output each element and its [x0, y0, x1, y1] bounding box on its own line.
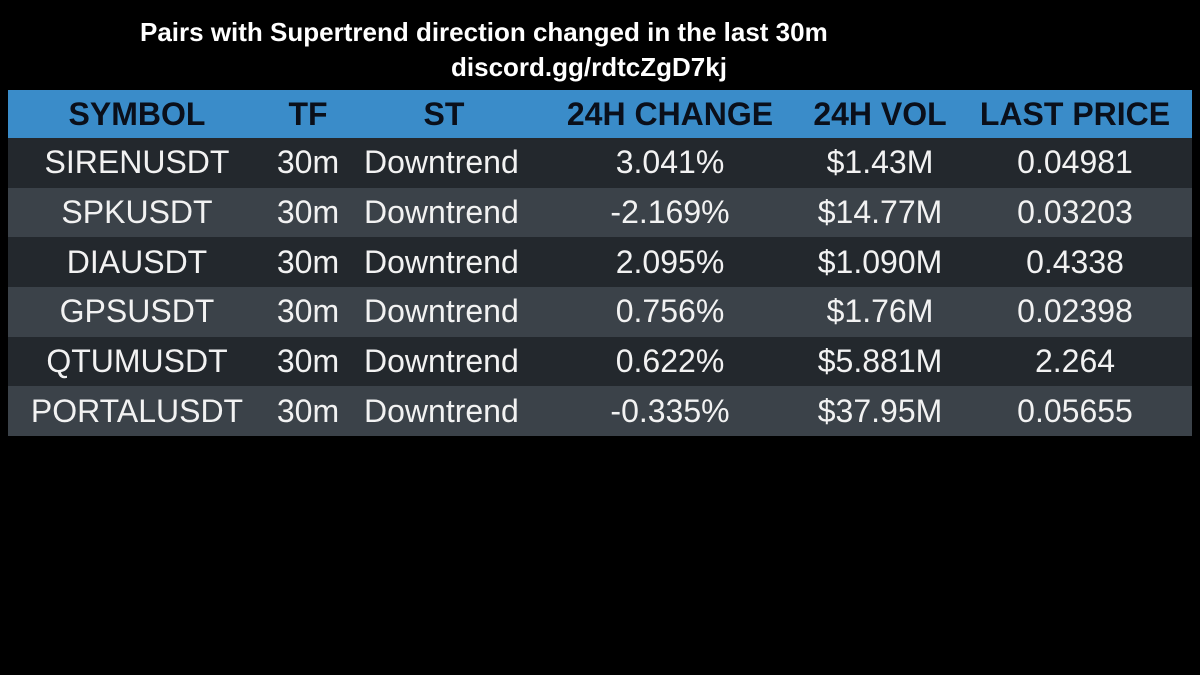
change-cell: 0.622%: [538, 336, 802, 387]
volume-cell: $1.43M: [802, 138, 958, 188]
price-cell: 0.4338: [958, 237, 1192, 288]
price-cell: 2.264: [958, 336, 1192, 387]
table-row: SIRENUSDT 30m Downtrend 3.041% $1.43M 0.…: [8, 138, 1192, 188]
symbol-cell: PORTALUSDT: [8, 386, 266, 437]
supertrend-cell: Downtrend: [350, 237, 538, 288]
column-header-24h-change: 24H CHANGE: [538, 90, 802, 138]
column-header-tf: TF: [266, 90, 350, 138]
symbol-cell: SPKUSDT: [8, 187, 266, 238]
table-row: SPKUSDT 30m Downtrend -2.169% $14.77M 0.…: [8, 187, 1192, 238]
price-cell: 0.03203: [958, 187, 1192, 238]
symbol-cell: GPSUSDT: [8, 287, 266, 337]
symbol-cell: DIAUSDT: [8, 237, 266, 288]
timeframe-cell: 30m: [266, 237, 350, 288]
timeframe-cell: 30m: [266, 187, 350, 238]
table-row: QTUMUSDT 30m Downtrend 0.622% $5.881M 2.…: [8, 336, 1192, 387]
timeframe-cell: 30m: [266, 287, 350, 337]
supertrend-cell: Downtrend: [350, 187, 538, 238]
price-cell: 0.04981: [958, 138, 1192, 188]
change-cell: -0.335%: [538, 386, 802, 437]
table-header-row: SYMBOL TF ST 24H CHANGE 24H VOL LAST PRI…: [8, 90, 1192, 138]
price-cell: 0.02398: [958, 287, 1192, 337]
column-header-symbol: SYMBOL: [8, 90, 266, 138]
volume-cell: $1.090M: [802, 237, 958, 288]
symbol-cell: SIRENUSDT: [8, 138, 266, 188]
supertrend-cell: Downtrend: [350, 287, 538, 337]
table-row: PORTALUSDT 30m Downtrend -0.335% $37.95M…: [8, 386, 1192, 437]
timeframe-cell: 30m: [266, 386, 350, 437]
change-cell: 0.756%: [538, 287, 802, 337]
page-title: Pairs with Supertrend direction changed …: [140, 17, 828, 47]
pairs-table: SYMBOL TF ST 24H CHANGE 24H VOL LAST PRI…: [8, 90, 1192, 437]
table-row: DIAUSDT 30m Downtrend 2.095% $1.090M 0.4…: [8, 237, 1192, 288]
supertrend-cell: Downtrend: [350, 138, 538, 188]
volume-cell: $5.881M: [802, 336, 958, 387]
supertrend-cell: Downtrend: [350, 386, 538, 437]
change-cell: -2.169%: [538, 187, 802, 238]
column-header-last-price: LAST PRICE: [958, 90, 1192, 138]
supertrend-cell: Downtrend: [350, 336, 538, 387]
price-cell: 0.05655: [958, 386, 1192, 437]
timeframe-cell: 30m: [266, 336, 350, 387]
change-cell: 2.095%: [538, 237, 802, 288]
timeframe-cell: 30m: [266, 138, 350, 188]
volume-cell: $37.95M: [802, 386, 958, 437]
discord-link[interactable]: discord.gg/rdtcZgD7kj: [451, 52, 727, 82]
table-row: GPSUSDT 30m Downtrend 0.756% $1.76M 0.02…: [8, 287, 1192, 337]
change-cell: 3.041%: [538, 138, 802, 188]
column-header-24h-vol: 24H VOL: [802, 90, 958, 138]
volume-cell: $14.77M: [802, 187, 958, 238]
column-header-st: ST: [350, 90, 538, 138]
symbol-cell: QTUMUSDT: [8, 336, 266, 387]
volume-cell: $1.76M: [802, 287, 958, 337]
